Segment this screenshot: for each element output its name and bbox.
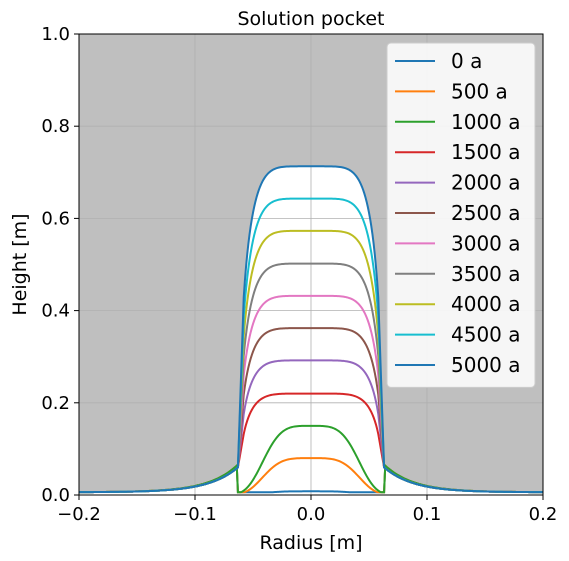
y-tick-label-1: 0.2 [41,393,70,414]
legend-box [386,42,536,388]
chart-title: Solution pocket [237,8,384,30]
legend: 0 a 500 a 1000 a 1500 a 2000 a 2500 a 3000 a 35… [386,42,536,388]
y-tick-label-5: 1.0 [41,24,70,45]
y-tick-label-4: 0.8 [41,116,70,137]
legend-label-7: 3500 a [451,262,521,286]
x-axis-label: Radius [m] [259,532,362,554]
legend-label-10: 5000 a [451,353,521,377]
x-tick-label-4: 0.2 [529,504,558,525]
series-line-10 [79,165,543,494]
legend-label-3: 1500 a [451,140,521,164]
x-tick-label-1: −0.1 [173,504,217,525]
legend-label-1: 500 a [451,79,508,103]
y-tick-label-3: 0.6 [41,208,70,229]
x-tick-label-3: 0.1 [413,504,442,525]
x-tick-label-0: −0.2 [57,504,101,525]
legend-label-6: 3000 a [451,231,521,255]
x-axis-ticks: −0.2 −0.1 0.0 0.1 0.2 [57,495,557,525]
y-axis-ticks: 0.0 0.2 0.4 0.6 0.8 1.0 [41,24,79,506]
legend-label-5: 2500 a [451,201,521,225]
series-lines [78,165,544,494]
y-axis-label: Height [m] [9,213,31,315]
y-tick-label-2: 0.4 [41,301,70,322]
legend-label-9: 4500 a [451,323,521,347]
legend-label-2: 1000 a [451,110,521,134]
y-tick-label-0: 0.0 [41,485,70,506]
legend-label-0: 0 a [451,49,482,73]
legend-label-8: 4000 a [451,292,521,316]
legend-label-4: 2000 a [451,171,521,195]
x-tick-label-2: 0.0 [297,504,326,525]
